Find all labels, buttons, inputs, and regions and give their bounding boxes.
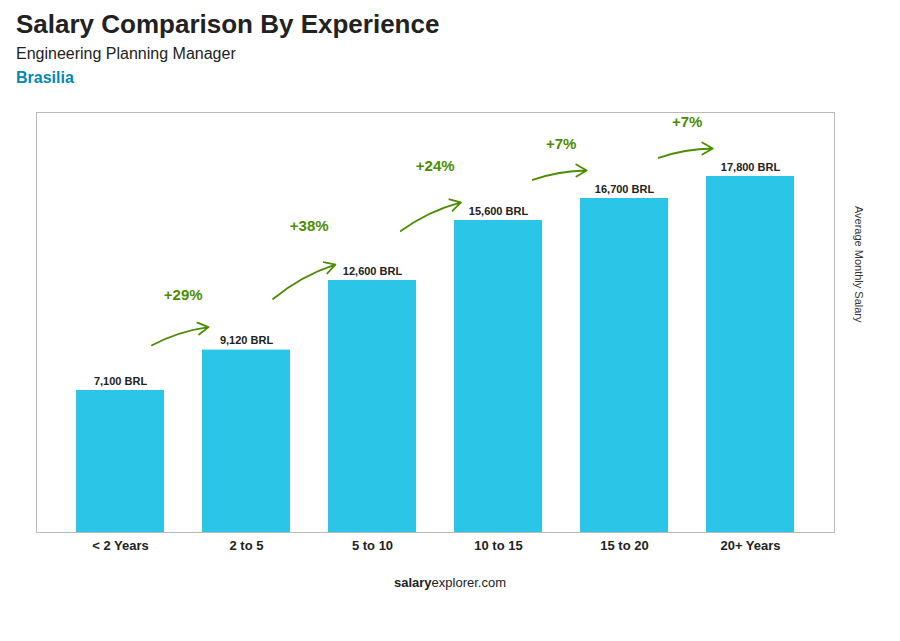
svg-text:12,600 BRL: 12,600 BRL: [343, 265, 403, 277]
svg-text:9,120 BRL: 9,120 BRL: [220, 334, 273, 346]
svg-text:2 to 5: 2 to 5: [230, 538, 264, 553]
svg-text:15,600 BRL: 15,600 BRL: [469, 205, 529, 217]
svg-text:< 2 Years: < 2 Years: [92, 538, 149, 553]
svg-text:17,800 BRL: 17,800 BRL: [721, 161, 781, 173]
html-text:Engineering Planning Manager: Engineering Planning Manager: [16, 45, 236, 62]
svg-text:+7%: +7%: [672, 113, 702, 130]
svg-text:16,700 BRL: 16,700 BRL: [595, 183, 655, 195]
html-text:Brasilia: Brasilia: [16, 69, 74, 86]
svg-text:20+ Years: 20+ Years: [720, 538, 780, 553]
svg-text:5 to 10: 5 to 10: [352, 538, 393, 553]
svg-text:+24%: +24%: [416, 157, 455, 174]
html-text:salary explorer.com: salary explorer.com: [394, 575, 506, 590]
svg-text:7,100 BRL: 7,100 BRL: [94, 375, 147, 387]
svg-text:+38%: +38%: [290, 217, 329, 234]
svg-text:15 to 20: 15 to 20: [600, 538, 648, 553]
svg-text:+7%: +7%: [546, 135, 576, 152]
html-text:Salary Comparison By Experienc: Salary Comparison By Experience: [16, 9, 440, 39]
svg-text:10 to 15: 10 to 15: [474, 538, 522, 553]
svg-text:Average Monthly Salary: Average Monthly Salary: [853, 206, 865, 323]
svg-text:+29%: +29%: [164, 286, 203, 303]
